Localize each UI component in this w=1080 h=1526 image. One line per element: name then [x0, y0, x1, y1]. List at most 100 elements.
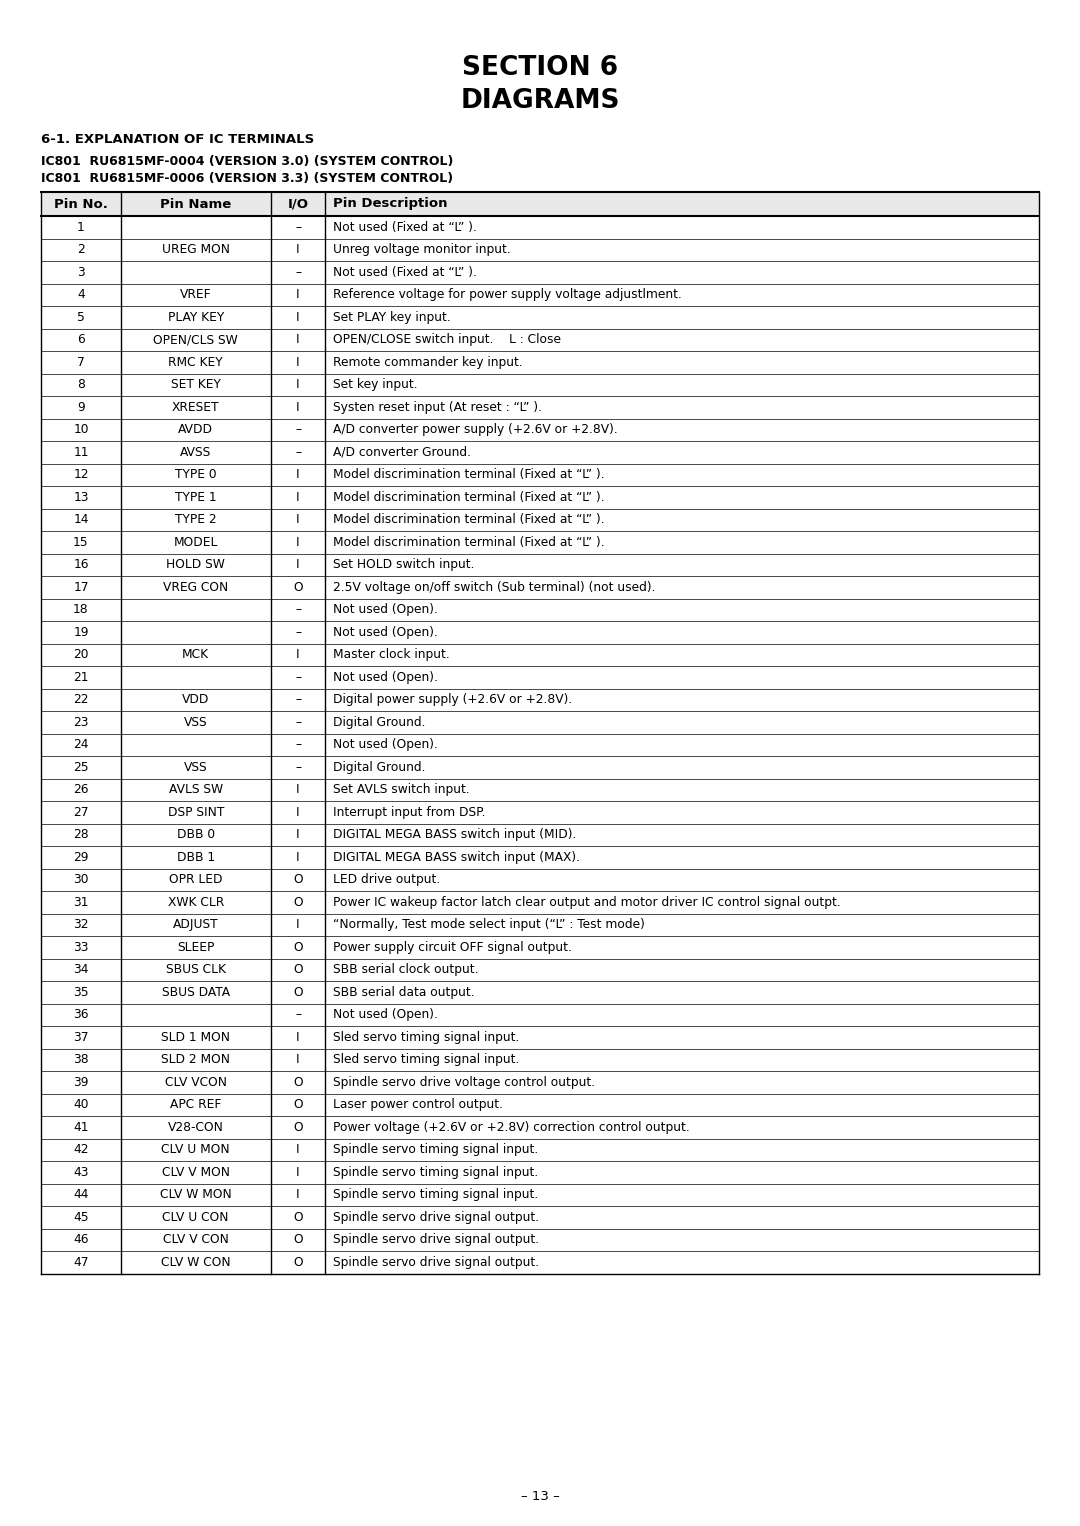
Text: –: – [295, 739, 301, 751]
Text: DIGITAL MEGA BASS switch input (MID).: DIGITAL MEGA BASS switch input (MID). [334, 829, 577, 841]
Text: 32: 32 [73, 919, 89, 931]
Text: O: O [293, 940, 302, 954]
Text: A/D converter Ground.: A/D converter Ground. [334, 446, 472, 459]
Text: Power IC wakeup factor latch clear output and motor driver IC control signal out: Power IC wakeup factor latch clear outpu… [334, 896, 841, 909]
Text: Model discrimination terminal (Fixed at “L” ).: Model discrimination terminal (Fixed at … [334, 468, 605, 481]
Text: 11: 11 [73, 446, 89, 459]
Text: 18: 18 [73, 603, 89, 617]
Text: Pin Name: Pin Name [160, 197, 231, 211]
Text: O: O [293, 896, 302, 909]
Text: 13: 13 [73, 491, 89, 504]
Text: HOLD SW: HOLD SW [166, 559, 225, 571]
Text: DBB 0: DBB 0 [177, 829, 215, 841]
Text: 3: 3 [77, 266, 85, 279]
Text: LED drive output.: LED drive output. [334, 873, 441, 887]
Text: –: – [295, 626, 301, 639]
Text: 30: 30 [73, 873, 89, 887]
Text: 21: 21 [73, 671, 89, 684]
Text: Spindle servo drive signal output.: Spindle servo drive signal output. [334, 1256, 540, 1268]
Text: I: I [296, 1030, 300, 1044]
Text: IC801  RU6815MF-0004 (VERSION 3.0) (SYSTEM CONTROL): IC801 RU6815MF-0004 (VERSION 3.0) (SYSTE… [41, 156, 454, 168]
Text: 22: 22 [73, 693, 89, 707]
Text: Sled servo timing signal input.: Sled servo timing signal input. [334, 1053, 519, 1067]
Text: –: – [295, 693, 301, 707]
Text: SBUS DATA: SBUS DATA [162, 986, 230, 998]
Text: O: O [293, 581, 302, 594]
Text: Spindle servo timing signal input.: Spindle servo timing signal input. [334, 1166, 539, 1178]
Text: I/O: I/O [287, 197, 309, 211]
Text: 38: 38 [73, 1053, 89, 1067]
Bar [41, 192, 1039, 217]
Text: – 13 –: – 13 – [521, 1491, 559, 1503]
Text: CLV U CON: CLV U CON [162, 1210, 229, 1224]
Text: Set AVLS switch input.: Set AVLS switch input. [334, 783, 470, 797]
Text: SET KEY: SET KEY [171, 378, 220, 391]
Text: Digital Ground.: Digital Ground. [334, 716, 426, 729]
Text: 28: 28 [73, 829, 89, 841]
Text: O: O [293, 963, 302, 977]
Text: I: I [296, 333, 300, 346]
Text: I: I [296, 536, 300, 549]
Text: I: I [296, 356, 300, 369]
Text: Pin Description: Pin Description [334, 197, 448, 211]
Text: MODEL: MODEL [174, 536, 218, 549]
Text: I: I [296, 783, 300, 797]
Text: Set PLAY key input.: Set PLAY key input. [334, 311, 451, 324]
Text: VSS: VSS [184, 761, 207, 774]
Text: 39: 39 [73, 1076, 89, 1088]
Text: Power supply circuit OFF signal output.: Power supply circuit OFF signal output. [334, 940, 572, 954]
Text: SLD 1 MON: SLD 1 MON [161, 1030, 230, 1044]
Text: 37: 37 [73, 1030, 89, 1044]
Text: 7: 7 [77, 356, 85, 369]
Text: –: – [295, 446, 301, 459]
Text: Power voltage (+2.6V or +2.8V) correction control output.: Power voltage (+2.6V or +2.8V) correctio… [334, 1120, 690, 1134]
Text: I: I [296, 559, 300, 571]
Text: CLV W CON: CLV W CON [161, 1256, 230, 1268]
Text: 43: 43 [73, 1166, 89, 1178]
Text: –: – [295, 671, 301, 684]
Text: 45: 45 [73, 1210, 89, 1224]
Text: I: I [296, 513, 300, 526]
Text: I: I [296, 1053, 300, 1067]
Text: I: I [296, 1166, 300, 1178]
Text: O: O [293, 1210, 302, 1224]
Text: “Normally, Test mode select input (“L” : Test mode): “Normally, Test mode select input (“L” :… [334, 919, 646, 931]
Text: SLEEP: SLEEP [177, 940, 215, 954]
Text: CLV VCON: CLV VCON [165, 1076, 227, 1088]
Text: I: I [296, 1143, 300, 1157]
Text: –: – [295, 221, 301, 233]
Text: 2.5V voltage on/off switch (Sub terminal) (not used).: 2.5V voltage on/off switch (Sub terminal… [334, 581, 656, 594]
Text: CLV V MON: CLV V MON [162, 1166, 230, 1178]
Text: Unreg voltage monitor input.: Unreg voltage monitor input. [334, 243, 511, 256]
Text: Master clock input.: Master clock input. [334, 649, 450, 661]
Text: I: I [296, 401, 300, 414]
Text: Digital Ground.: Digital Ground. [334, 761, 426, 774]
Text: 29: 29 [73, 852, 89, 864]
Text: 6-1. EXPLANATION OF IC TERMINALS: 6-1. EXPLANATION OF IC TERMINALS [41, 133, 314, 146]
Text: AVLS SW: AVLS SW [168, 783, 222, 797]
Text: Interrupt input from DSP.: Interrupt input from DSP. [334, 806, 486, 819]
Text: XRESET: XRESET [172, 401, 219, 414]
Text: –: – [295, 266, 301, 279]
Text: XWK CLR: XWK CLR [167, 896, 224, 909]
Text: –: – [295, 761, 301, 774]
Text: I: I [296, 491, 300, 504]
Text: 2: 2 [77, 243, 85, 256]
Text: 16: 16 [73, 559, 89, 571]
Text: O: O [293, 986, 302, 998]
Text: Digital power supply (+2.6V or +2.8V).: Digital power supply (+2.6V or +2.8V). [334, 693, 572, 707]
Text: I: I [296, 806, 300, 819]
Text: Set key input.: Set key input. [334, 378, 418, 391]
Text: SBUS CLK: SBUS CLK [165, 963, 226, 977]
Text: SECTION 6: SECTION 6 [462, 55, 618, 81]
Text: 46: 46 [73, 1233, 89, 1247]
Text: –: – [295, 423, 301, 436]
Text: I: I [296, 649, 300, 661]
Text: 19: 19 [73, 626, 89, 639]
Text: 12: 12 [73, 468, 89, 481]
Text: 26: 26 [73, 783, 89, 797]
Text: VREG CON: VREG CON [163, 581, 228, 594]
Text: V28-CON: V28-CON [167, 1120, 224, 1134]
Text: IC801  RU6815MF-0006 (VERSION 3.3) (SYSTEM CONTROL): IC801 RU6815MF-0006 (VERSION 3.3) (SYSTE… [41, 172, 454, 185]
Text: DIGITAL MEGA BASS switch input (MAX).: DIGITAL MEGA BASS switch input (MAX). [334, 852, 580, 864]
